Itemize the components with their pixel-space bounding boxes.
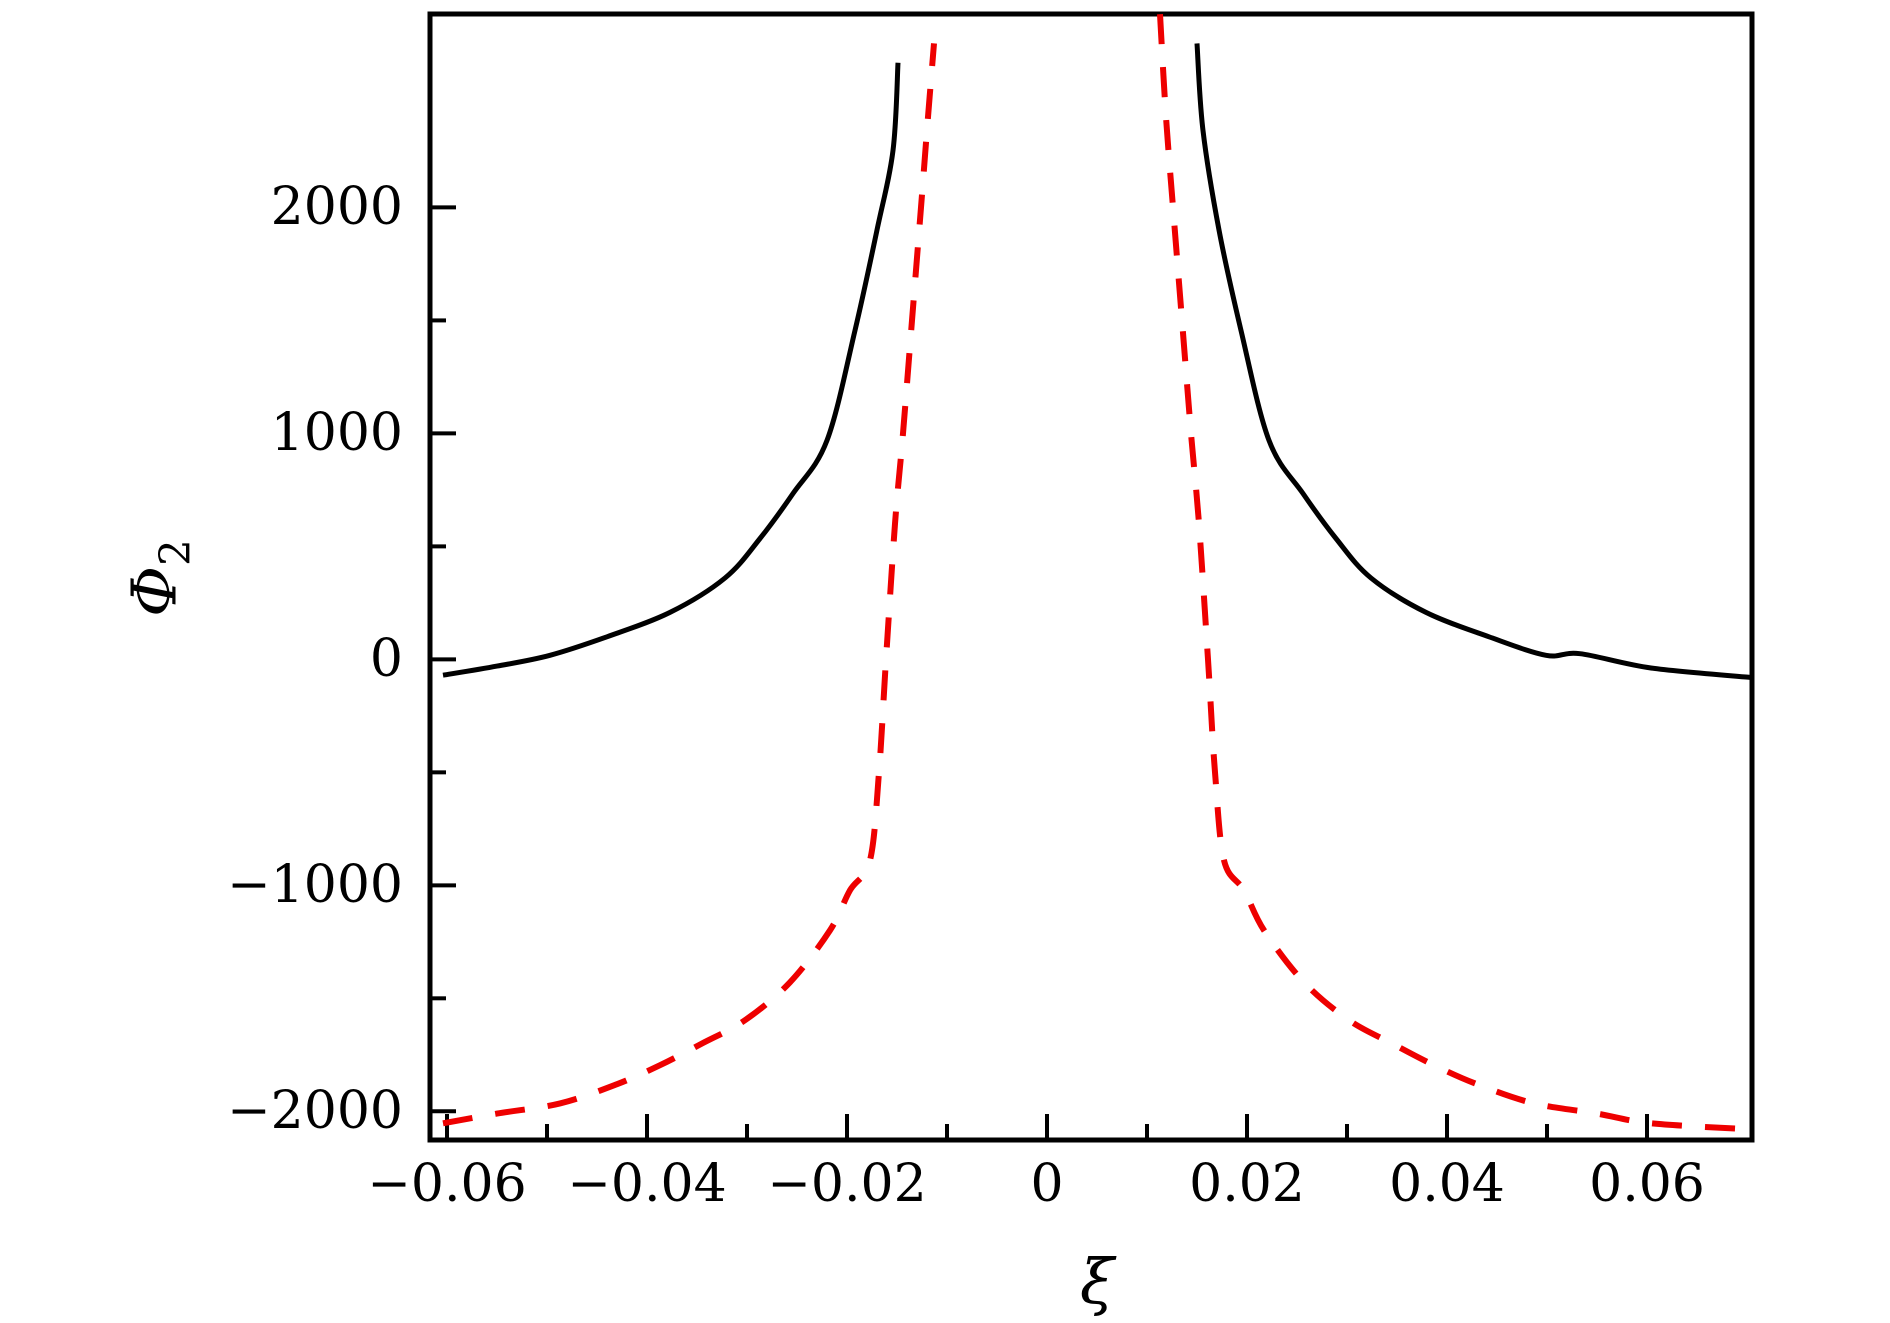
y-axis-label-symbol: Φ	[117, 565, 191, 617]
x-tick-label: 0.06	[1589, 1154, 1705, 1214]
plot-box-spines	[427, 11, 1755, 1143]
x-tick-label: −0.06	[367, 1154, 527, 1214]
y-axis-label-subscript: 2	[150, 539, 200, 566]
red-dashed-left-branch-curve	[442, 43, 937, 1127]
x-tick-label: 0.04	[1389, 1154, 1505, 1214]
red-dashed-right-branch-curve	[1157, 14, 1752, 1133]
x-tick-label: −0.02	[767, 1154, 927, 1214]
y-tick-label: 2000	[270, 177, 403, 238]
y-tick-label: −2000	[227, 1081, 403, 1142]
y-tick-label: −1000	[227, 855, 403, 916]
x-tick-label: −0.04	[567, 1154, 727, 1214]
black-solid-right-branch-curve	[1194, 43, 1751, 680]
x-axis-label: ξ	[1080, 1251, 1114, 1313]
y-tick-label: 1000	[270, 403, 403, 464]
x-axis-label-text: ξ	[1079, 1245, 1115, 1318]
x-tick-label: 0	[1030, 1154, 1064, 1214]
black-solid-left-branch-curve	[442, 62, 901, 678]
y-axis-label: Φ2	[118, 539, 200, 617]
x-tick-label: 0.02	[1189, 1154, 1305, 1214]
y-tick-label: 0	[369, 629, 403, 690]
